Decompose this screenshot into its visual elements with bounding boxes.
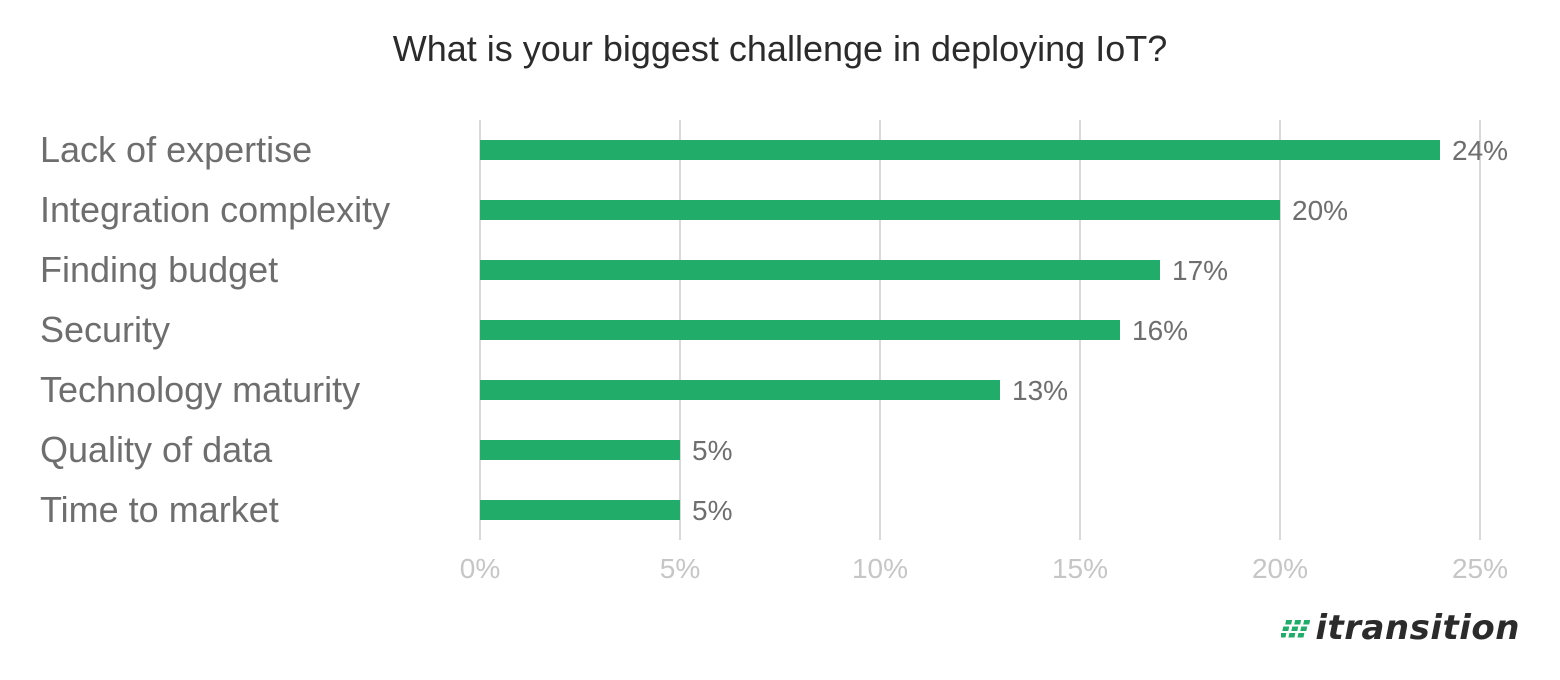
bars — [480, 140, 1440, 520]
value-labels: 24% 20% 17% 16% 13% 5% 5% — [692, 135, 1508, 526]
bar — [480, 140, 1440, 160]
category-label: Time to market — [40, 489, 279, 530]
bar — [480, 500, 680, 520]
bar — [480, 380, 1000, 400]
bar — [480, 320, 1120, 340]
value-label: 24% — [1452, 135, 1508, 166]
category-label: Security — [40, 309, 170, 350]
x-axis-tick-labels: 0% 5% 10% 15% 20% 25% — [460, 553, 1508, 584]
bar — [480, 440, 680, 460]
brand-logo: itransition — [1281, 606, 1520, 650]
x-tick-label: 5% — [660, 553, 700, 584]
category-label: Technology maturity — [40, 369, 360, 410]
bar — [480, 200, 1280, 220]
logo-mark-icon — [1281, 620, 1311, 638]
category-label: Finding budget — [40, 249, 278, 290]
category-label: Quality of data — [40, 429, 273, 470]
x-tick-label: 15% — [1052, 553, 1108, 584]
x-tick-label: 25% — [1452, 553, 1508, 584]
value-label: 5% — [692, 495, 732, 526]
category-label: Lack of expertise — [40, 129, 312, 170]
value-label: 5% — [692, 435, 732, 466]
value-label: 13% — [1012, 375, 1068, 406]
value-label: 17% — [1172, 255, 1228, 286]
bar-chart: Lack of expertise Integration complexity F… — [40, 120, 1508, 584]
chart-title: What is your biggest challenge in deploy… — [392, 28, 1168, 69]
category-label: Integration complexity — [40, 189, 390, 230]
bar — [480, 260, 1160, 280]
x-tick-label: 0% — [460, 553, 500, 584]
x-tick-label: 20% — [1252, 553, 1308, 584]
category-labels: Lack of expertise Integration complexity F… — [40, 129, 390, 530]
value-label: 20% — [1292, 195, 1348, 226]
x-tick-label: 10% — [852, 553, 908, 584]
value-label: 16% — [1132, 315, 1188, 346]
logo-text: itransition — [1315, 608, 1520, 648]
